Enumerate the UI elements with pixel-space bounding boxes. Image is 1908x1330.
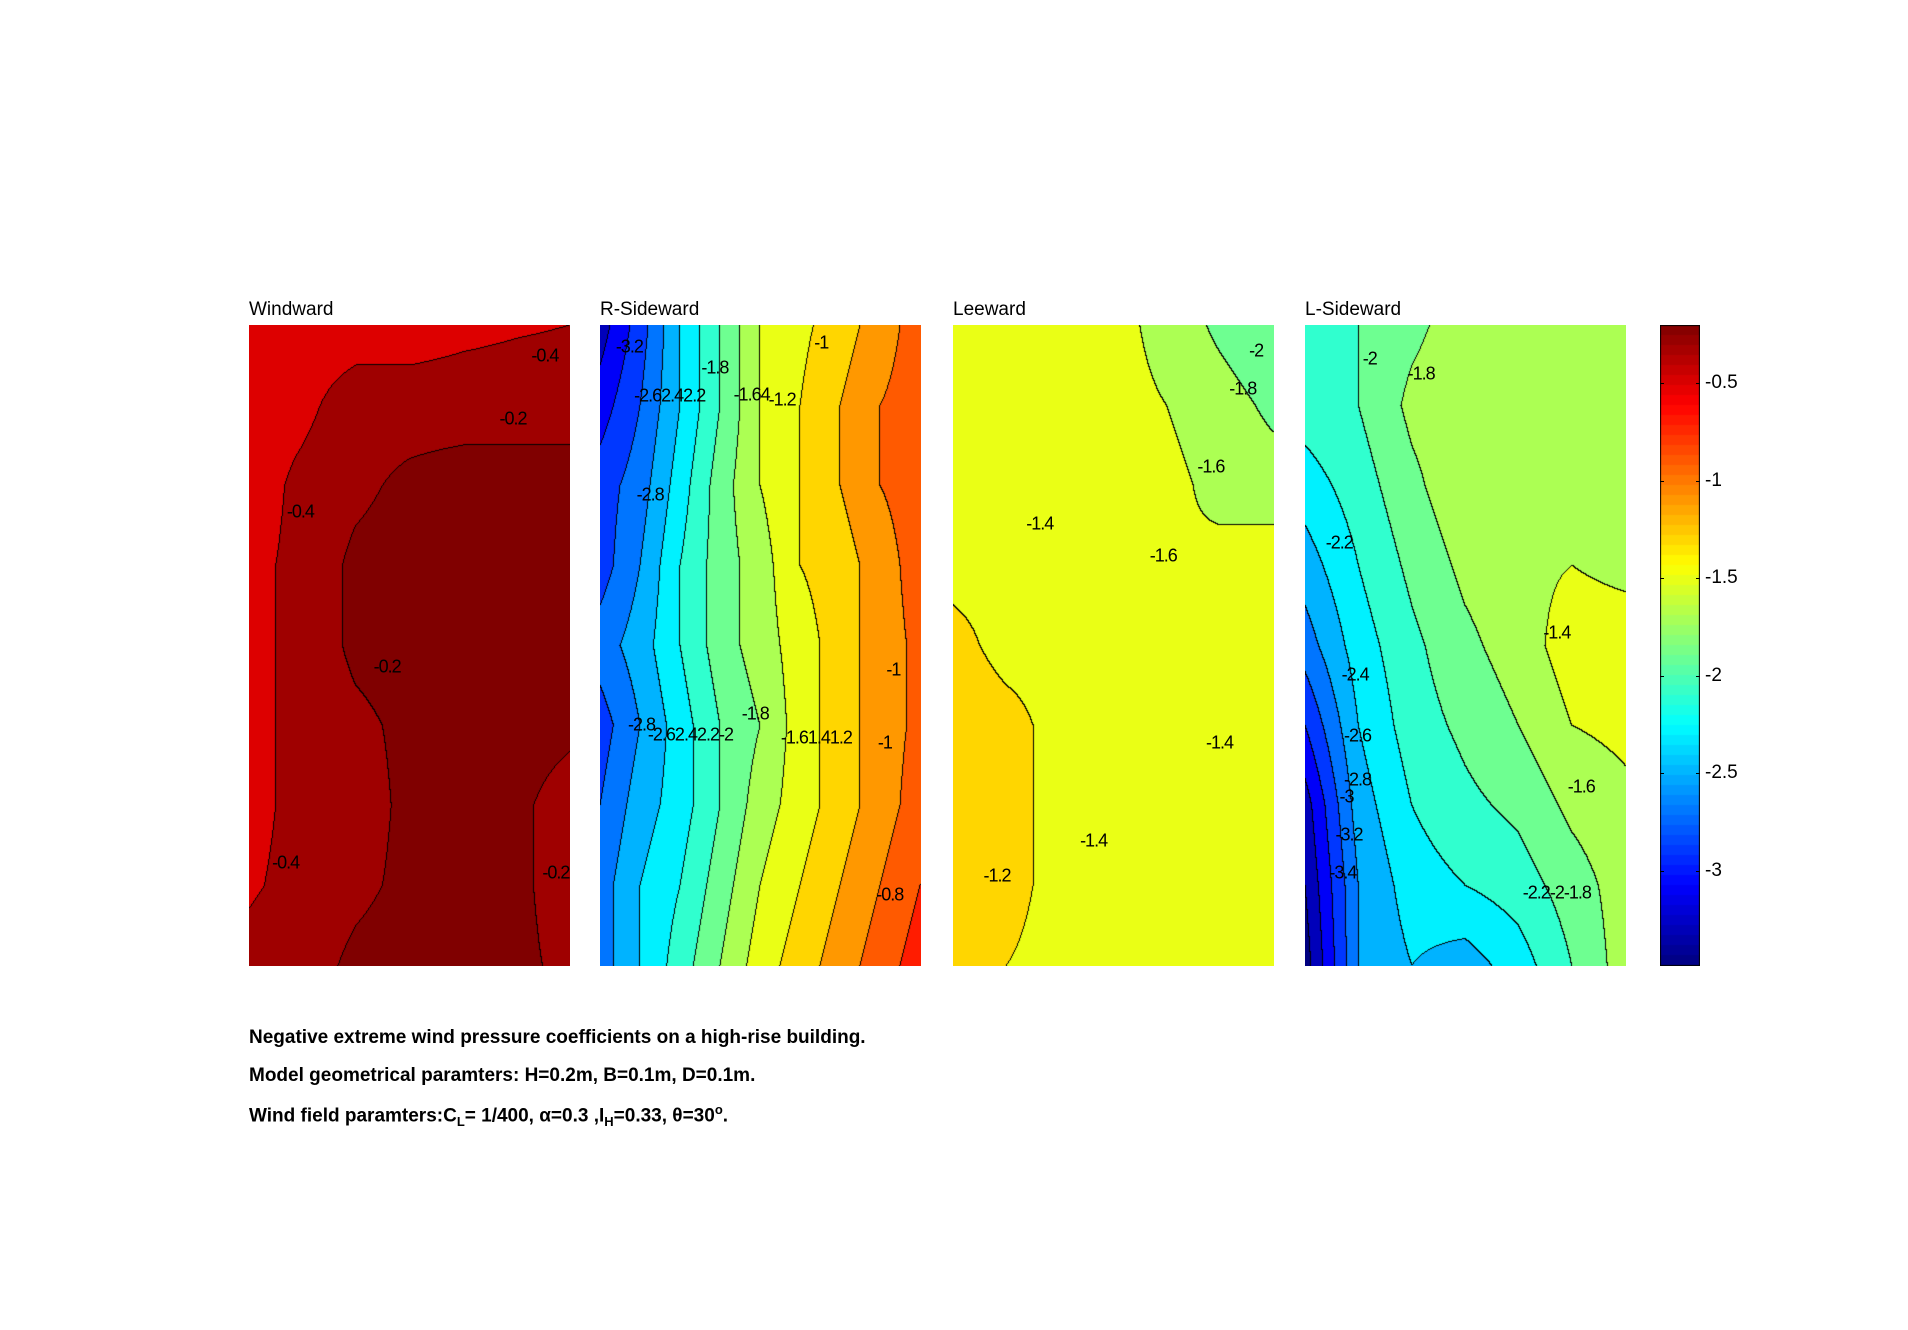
contour-label: -0.4 [286,501,315,522]
contour-label: -2.2 [1325,532,1354,553]
contour-label: -1.8 [741,703,770,724]
contour-panel-l-sideward: -2 -1.8 -2.2 -1.4 -2.4 -2.6 -2.8 -3 -3.2 -3.4 -1.6… [1305,325,1626,966]
contour-panel-leeward: -2 -1.8 -1.6 -1.4 -1.6 -1.4 -1.4 -1.2 [953,325,1274,966]
contour-panel-windward: -0.4 -0.2 -0.4 -0.2 -0.4 -0.2 [249,325,570,966]
panel-title-windward: Windward [249,299,334,320]
contour-label: -3.4 [1329,862,1357,883]
contour-label: -1.61.41.2 [780,727,853,748]
contour-label: -3 [1339,786,1355,807]
contour-label: -1 [886,659,901,680]
contour-fill [249,325,570,966]
contour-label: -1.6 [1197,456,1225,477]
contour-label: -2.6 [1344,725,1372,746]
contour-label: -1.8 [1407,363,1436,384]
contour-label: -1.6 [1149,545,1178,566]
contour-fill [600,325,921,966]
contour-fill [953,325,1274,966]
colorbar-tick-mark [1696,870,1700,872]
colorbar-tick-mark [1660,675,1664,677]
caption-line-1: Negative extreme wind pressure coefficie… [249,1027,866,1048]
contour-label: -1 [814,332,829,353]
colorbar-tick-mark [1660,773,1664,775]
contour-label: -1.8 [701,357,729,378]
colorbar-tick-mark [1660,870,1664,872]
colorbar-tick-label: -0.5 [1705,372,1738,394]
contour-label: -2.4 [1341,664,1370,685]
contour-fill [1305,325,1626,966]
contour-label: -2.62.42.2-2 [647,724,734,745]
contour-label: -1.4 [1543,622,1571,643]
colorbar-tick-label: -2.5 [1705,762,1738,784]
colorbar-tick-mark [1696,578,1700,580]
colorbar-tick-mark [1696,773,1700,775]
colorbar-tick-label: -3 [1705,859,1722,881]
colorbar-tick-mark [1660,383,1664,385]
contour-label: -3.2 [1335,824,1363,845]
panel-title-l-sideward: L-Sideward [1305,299,1402,320]
contour-label: -1 [877,732,893,753]
colorbar-tick-label: -1 [1705,469,1722,491]
contour-label: -2.8 [636,484,665,505]
contour-label: -0.4 [531,345,559,366]
contour-label: -1.2 [768,389,797,410]
contour-label: -2.8 [1344,769,1372,790]
panel-title-leeward: Leeward [953,299,1026,320]
contour-label: -3.2 [615,336,644,357]
contour-label: -1.2 [983,865,1011,886]
contour-label: -2 [1249,340,1264,361]
contour-label: -0.4 [272,852,300,873]
contour-label: -2 [1362,348,1378,369]
contour-label: -0.2 [542,862,570,883]
contour-label: -0.8 [876,884,904,905]
contour-label: -2.62.42.2 [634,385,706,406]
contour-label: -0.2 [499,408,528,429]
colorbar-tick-mark [1696,383,1700,385]
contour-label: -1.64 [733,384,771,405]
contour-label: -1.4 [1080,830,1108,851]
colorbar-tick-label: -1.5 [1705,567,1738,589]
colorbar [1660,325,1700,966]
panel-title-r-sideward: R-Sideward [600,299,700,320]
colorbar-tick-mark [1696,480,1700,482]
caption-line-2: Model geometrical paramters: H=0.2m, B=0… [249,1065,756,1086]
contour-label: -1.6 [1567,776,1596,797]
colorbar-tick-mark [1660,480,1664,482]
contour-label: -2.8 [628,714,656,735]
contour-label: -0.2 [373,656,402,677]
contour-label: -1.4 [1205,732,1234,753]
contour-panel-r-sideward: -3.2 -2.62.42.2 -1.8 -1.64 -1.2 -1 -2.8 -1 -2.8-… [600,325,921,966]
contour-label: -2.2-2-1.8 [1522,882,1592,903]
colorbar-tick-label: -2 [1705,664,1722,686]
colorbar-tick-mark [1696,675,1700,677]
caption-line-3: Wind field paramters:CL= 1/400, α=0.3 ,I… [249,1102,729,1130]
contour-label: -1.4 [1026,513,1054,534]
colorbar-tick-mark [1660,578,1664,580]
contour-label: -1.8 [1229,378,1257,399]
